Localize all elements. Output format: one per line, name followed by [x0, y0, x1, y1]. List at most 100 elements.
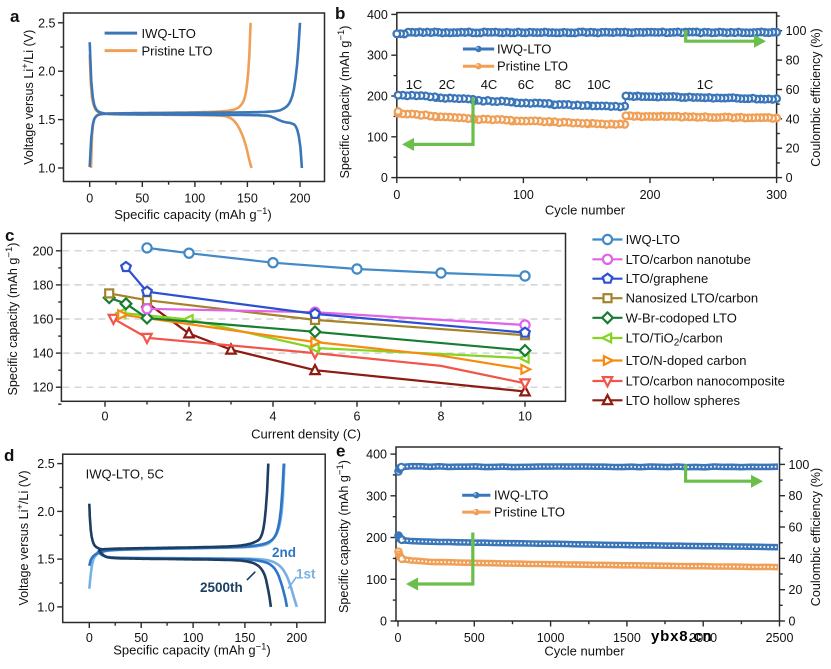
svg-text:2.0: 2.0: [37, 505, 54, 519]
svg-text:Pristine LTO: Pristine LTO: [494, 505, 565, 520]
svg-text:0: 0: [381, 171, 388, 185]
svg-text:Current density (C): Current density (C): [251, 426, 361, 441]
svg-text:200: 200: [290, 192, 311, 206]
svg-text:2.5: 2.5: [37, 457, 54, 471]
svg-text:Voltage versus Li+/Li (V): Voltage versus Li+/Li (V): [20, 30, 36, 165]
svg-text:0: 0: [86, 192, 93, 206]
svg-text:W-Br-codoped LTO: W-Br-codoped LTO: [626, 310, 737, 325]
svg-text:10: 10: [518, 409, 532, 423]
svg-text:2500th: 2500th: [200, 580, 243, 595]
svg-text:1.5: 1.5: [37, 553, 54, 567]
svg-text:2: 2: [186, 409, 193, 423]
svg-text:Coulombic efficiency (%): Coulombic efficiency (%): [809, 28, 823, 166]
svg-text:100: 100: [789, 458, 810, 472]
svg-text:LTO/TiO2/carbon: LTO/TiO2/carbon: [626, 331, 723, 349]
svg-text:c: c: [5, 226, 14, 245]
svg-text:500: 500: [464, 631, 485, 645]
svg-text:40: 40: [789, 552, 803, 566]
svg-text:IWQ-LTO, 5C: IWQ-LTO, 5C: [86, 467, 164, 482]
svg-text:Specific capacity (mAh g−1): Specific capacity (mAh g−1): [114, 206, 272, 222]
svg-text:2500: 2500: [766, 631, 794, 645]
svg-text:2.5: 2.5: [38, 16, 55, 30]
svg-text:100: 100: [786, 24, 807, 38]
svg-text:Coulombic efficiency (%): Coulombic efficiency (%): [809, 468, 823, 606]
svg-text:1.0: 1.0: [37, 600, 54, 614]
svg-text:1000: 1000: [537, 631, 565, 645]
svg-text:100: 100: [367, 130, 388, 144]
svg-text:20: 20: [786, 142, 800, 156]
svg-text:300: 300: [367, 49, 388, 63]
svg-text:LTO hollow spheres: LTO hollow spheres: [626, 393, 741, 408]
svg-text:Specific capacity (mAh g−1): Specific capacity (mAh g−1): [4, 243, 20, 396]
svg-text:300: 300: [366, 489, 387, 503]
svg-text:80: 80: [789, 489, 803, 503]
svg-text:100: 100: [513, 188, 534, 202]
svg-text:Specific capacity (mAh g−1): Specific capacity (mAh g−1): [113, 642, 271, 658]
svg-text:60: 60: [786, 83, 800, 97]
svg-text:1500: 1500: [613, 631, 641, 645]
svg-text:2nd: 2nd: [272, 545, 296, 560]
svg-text:400: 400: [367, 8, 388, 22]
svg-text:4: 4: [270, 409, 277, 423]
svg-text:160: 160: [33, 313, 54, 327]
svg-text:1C: 1C: [697, 77, 714, 92]
svg-text:1.5: 1.5: [38, 113, 55, 127]
svg-text:b: b: [335, 4, 345, 23]
svg-text:200: 200: [366, 531, 387, 545]
svg-text:200: 200: [367, 90, 388, 104]
svg-text:ybx8.cn: ybx8.cn: [651, 628, 712, 645]
svg-text:300: 300: [766, 188, 787, 202]
svg-text:LTO/graphene: LTO/graphene: [626, 271, 709, 286]
svg-text:2000: 2000: [689, 631, 717, 645]
svg-text:150: 150: [237, 192, 258, 206]
svg-text:50: 50: [135, 192, 149, 206]
svg-text:180: 180: [33, 278, 54, 292]
svg-text:Cycle number: Cycle number: [545, 203, 626, 218]
svg-text:200: 200: [286, 631, 307, 645]
svg-text:LTO/carbon nanotube: LTO/carbon nanotube: [626, 252, 751, 267]
svg-text:0: 0: [86, 631, 93, 645]
svg-text:400: 400: [366, 448, 387, 462]
svg-text:1.0: 1.0: [38, 162, 55, 176]
svg-text:60: 60: [789, 521, 803, 535]
svg-text:200: 200: [640, 188, 661, 202]
svg-text:200: 200: [33, 244, 54, 258]
svg-text:6C: 6C: [518, 77, 535, 92]
svg-text:Specific capacity (mAh g−1): Specific capacity (mAh g−1): [336, 26, 352, 179]
svg-text:Voltage versus Li+/Li (V): Voltage versus Li+/Li (V): [15, 470, 31, 605]
svg-text:100: 100: [183, 631, 204, 645]
svg-text:1st: 1st: [296, 567, 316, 582]
svg-text:Pristine LTO: Pristine LTO: [497, 59, 568, 74]
svg-text:IWQ-LTO: IWQ-LTO: [142, 26, 196, 41]
svg-text:IWQ-LTO: IWQ-LTO: [494, 488, 548, 503]
svg-text:0: 0: [393, 188, 400, 202]
svg-text:0: 0: [786, 171, 793, 185]
svg-text:120: 120: [33, 381, 54, 395]
svg-text:20: 20: [789, 583, 803, 597]
svg-text:a: a: [10, 7, 20, 26]
svg-text:0: 0: [380, 615, 387, 629]
svg-text:e: e: [336, 442, 345, 461]
svg-text:Pristine LTO: Pristine LTO: [142, 43, 213, 58]
svg-text:IWQ-LTO: IWQ-LTO: [626, 232, 680, 247]
svg-text:IWQ-LTO: IWQ-LTO: [497, 42, 551, 57]
svg-text:Nanosized LTO/carbon: Nanosized LTO/carbon: [626, 291, 758, 306]
svg-text:0: 0: [102, 409, 109, 423]
svg-text:2C: 2C: [439, 77, 456, 92]
svg-text:1C: 1C: [406, 77, 423, 92]
svg-text:40: 40: [786, 112, 800, 126]
svg-text:6: 6: [354, 409, 361, 423]
svg-text:Specific capacity (mAh g−1): Specific capacity (mAh g−1): [335, 460, 351, 613]
svg-text:0: 0: [789, 615, 796, 629]
svg-text:140: 140: [33, 347, 54, 361]
svg-text:8C: 8C: [555, 77, 572, 92]
svg-text:10C: 10C: [587, 77, 611, 92]
svg-text:80: 80: [786, 54, 800, 68]
svg-text:LTO/N-doped carbon: LTO/N-doped carbon: [626, 353, 747, 368]
svg-text:150: 150: [234, 631, 255, 645]
svg-text:100: 100: [184, 192, 205, 206]
svg-text:8: 8: [438, 409, 445, 423]
svg-text:d: d: [4, 446, 14, 465]
svg-text:Cycle number: Cycle number: [544, 644, 625, 659]
svg-text:4C: 4C: [481, 77, 498, 92]
